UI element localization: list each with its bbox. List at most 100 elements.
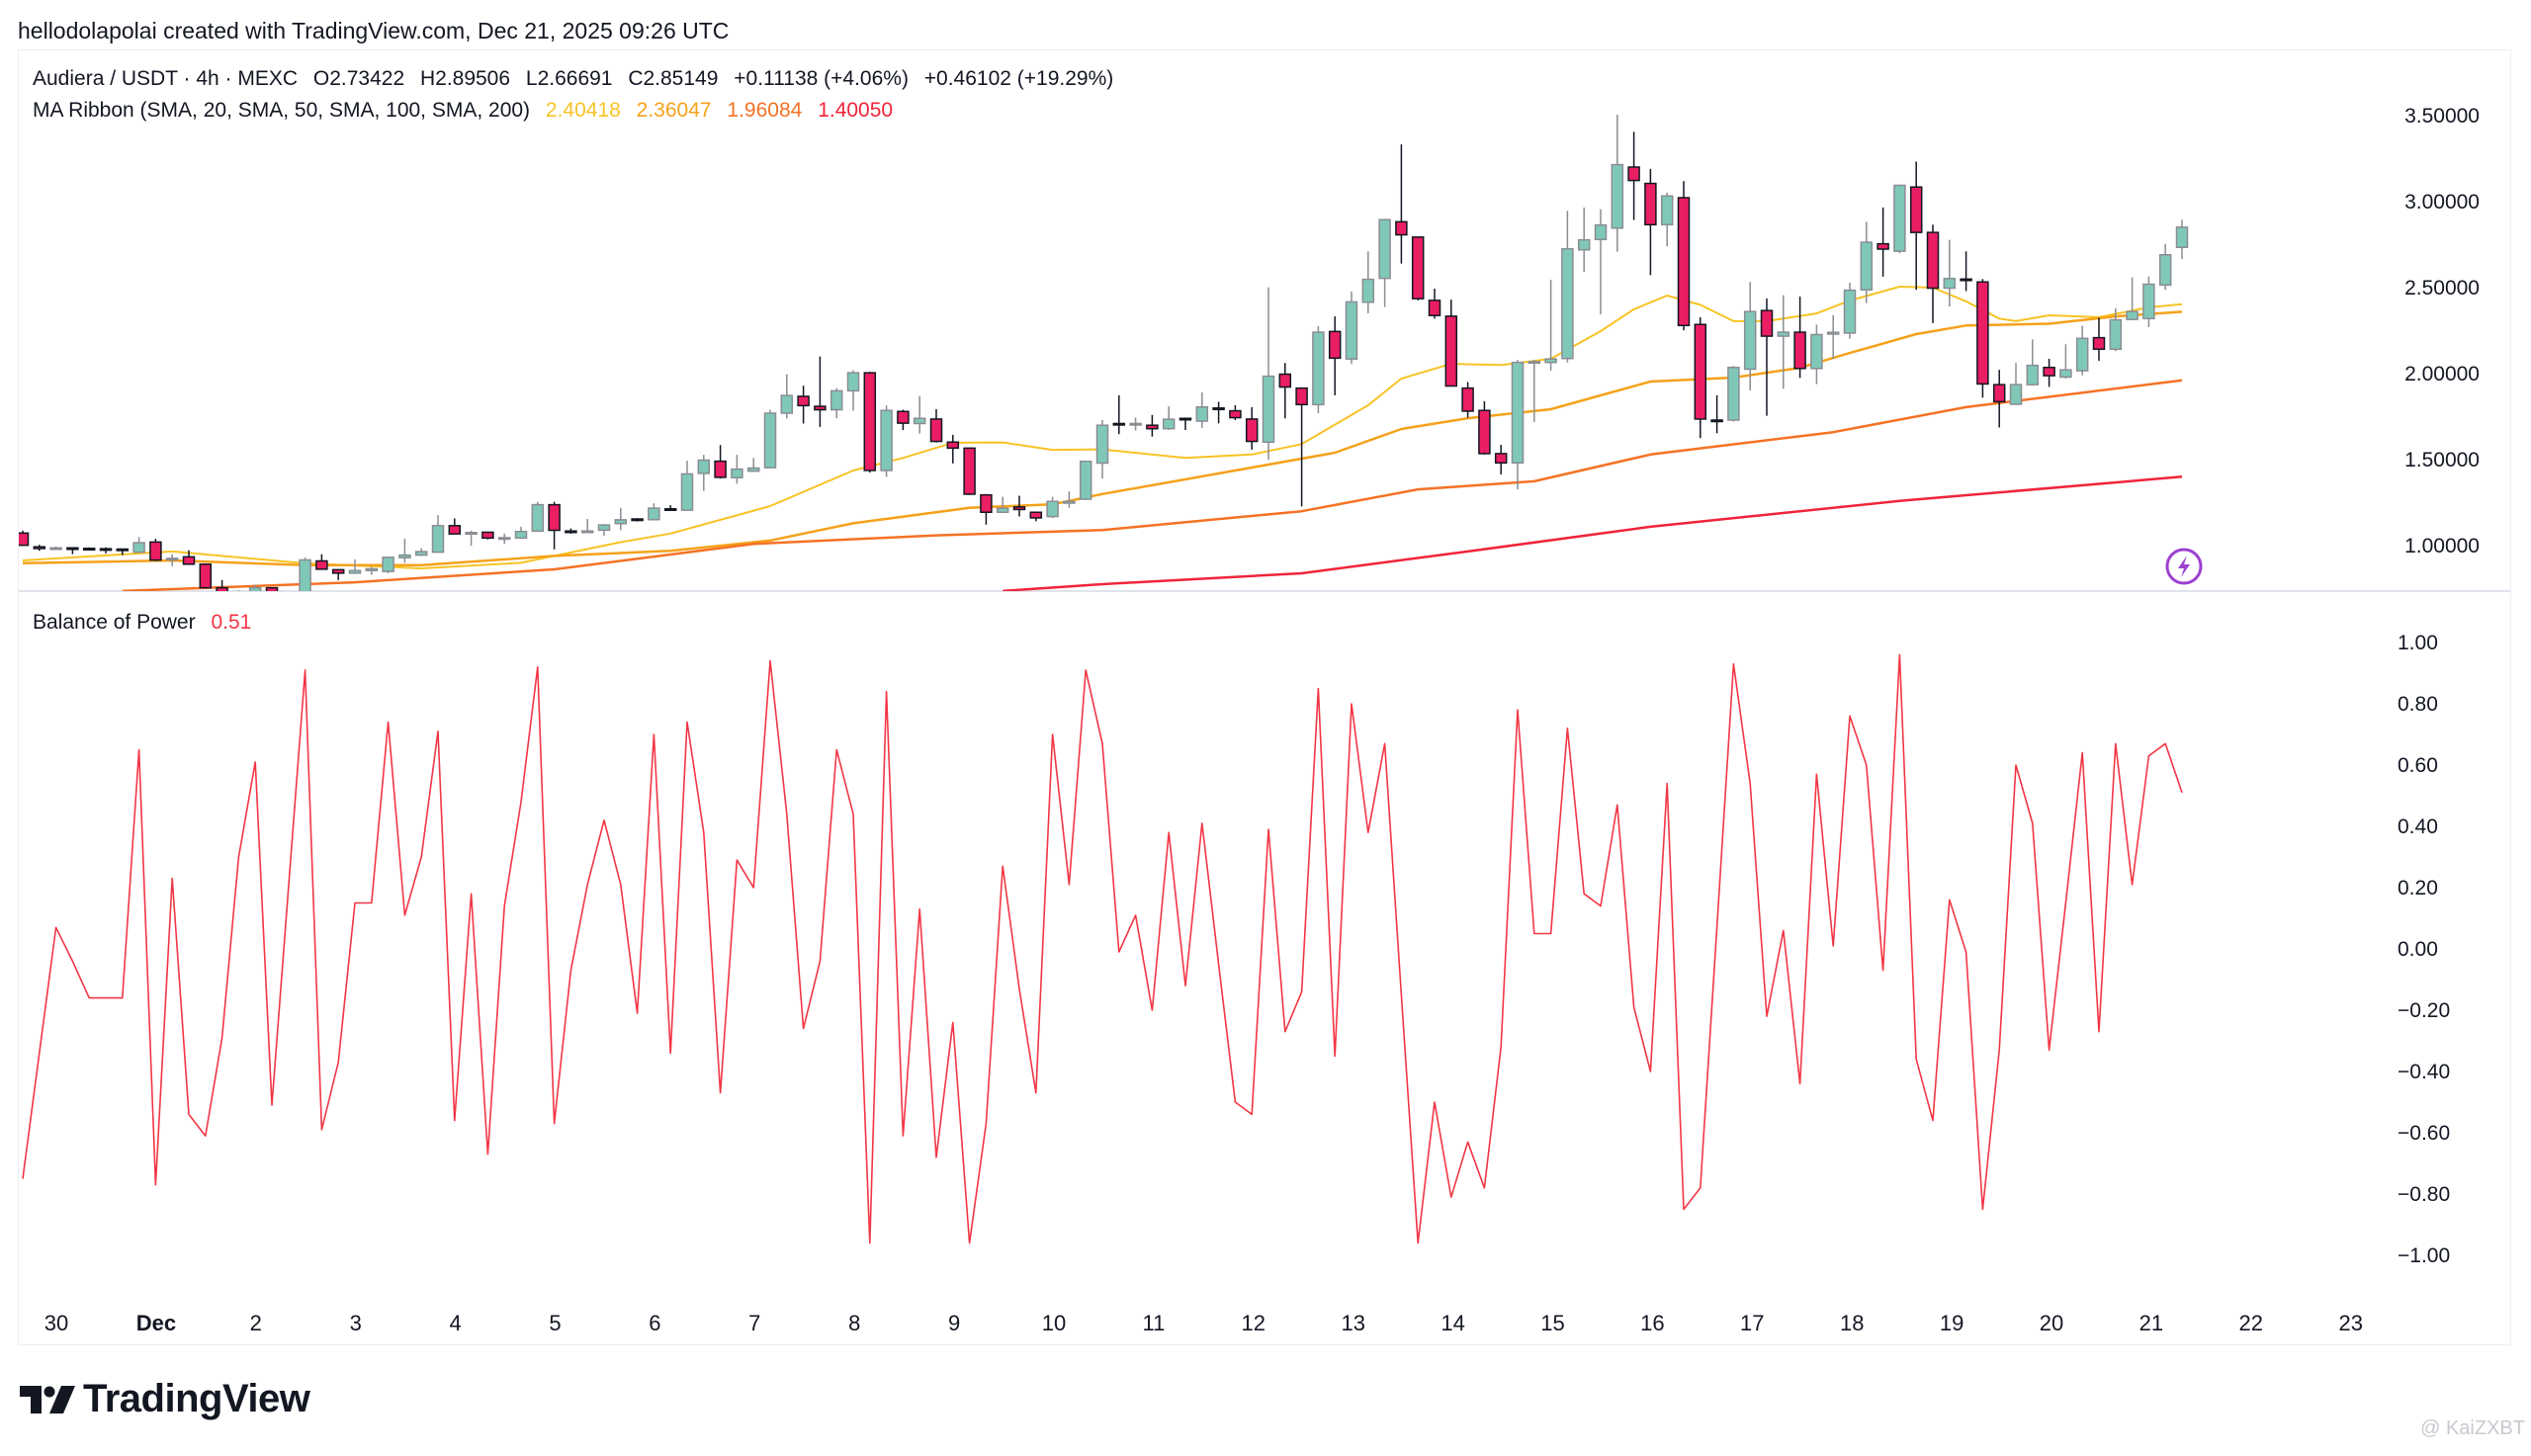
candle[interactable] bbox=[2059, 344, 2072, 380]
candle[interactable] bbox=[1561, 211, 1574, 363]
candle[interactable] bbox=[829, 387, 843, 419]
candle[interactable] bbox=[1611, 114, 1624, 252]
candle[interactable] bbox=[1893, 184, 1906, 254]
candle[interactable] bbox=[1710, 394, 1723, 434]
candle[interactable] bbox=[1777, 295, 1790, 389]
candle[interactable] bbox=[132, 537, 145, 554]
candle[interactable] bbox=[1444, 300, 1458, 387]
candle[interactable] bbox=[1527, 360, 1541, 423]
candle[interactable] bbox=[714, 445, 727, 479]
candle[interactable] bbox=[1012, 495, 1026, 517]
candle[interactable] bbox=[1461, 382, 1474, 418]
candle[interactable] bbox=[82, 547, 96, 552]
candle[interactable] bbox=[2043, 359, 2055, 387]
candle[interactable] bbox=[631, 518, 644, 522]
candle[interactable] bbox=[1178, 417, 1192, 431]
candle[interactable] bbox=[1278, 363, 1292, 419]
candle[interactable] bbox=[1660, 192, 1674, 247]
candle[interactable] bbox=[2158, 243, 2172, 291]
candle[interactable] bbox=[1909, 161, 1923, 291]
candle[interactable] bbox=[580, 519, 594, 534]
candle[interactable] bbox=[199, 563, 213, 589]
candle[interactable] bbox=[1478, 400, 1491, 455]
candle[interactable] bbox=[1328, 316, 1342, 395]
price-axis[interactable]: 3.50000 3.00000 2.50000 2.00000 1.50000 1.000… bbox=[2404, 105, 2480, 557]
candle[interactable] bbox=[1511, 360, 1525, 490]
bop-title[interactable]: Balance of Power bbox=[33, 611, 196, 634]
candle[interactable] bbox=[331, 568, 345, 580]
candle[interactable] bbox=[680, 461, 694, 511]
candle[interactable] bbox=[1345, 291, 1358, 365]
candle[interactable] bbox=[597, 524, 611, 536]
candle[interactable] bbox=[648, 503, 660, 521]
candle[interactable] bbox=[18, 530, 30, 547]
candle[interactable] bbox=[116, 548, 130, 556]
candle[interactable] bbox=[731, 455, 743, 484]
candle[interactable] bbox=[1743, 282, 1757, 391]
ma-line-sma100[interactable] bbox=[122, 379, 2183, 591]
candle[interactable] bbox=[763, 409, 777, 469]
candle[interactable] bbox=[846, 370, 860, 411]
candle[interactable] bbox=[2075, 325, 2089, 376]
candle[interactable] bbox=[1395, 144, 1408, 264]
candle[interactable] bbox=[1095, 419, 1109, 479]
candle[interactable] bbox=[1960, 251, 1972, 292]
candle[interactable] bbox=[1428, 289, 1441, 319]
candle[interactable] bbox=[1245, 406, 1259, 450]
candle[interactable] bbox=[431, 515, 445, 554]
candle[interactable] bbox=[2026, 339, 2040, 386]
candle[interactable] bbox=[1577, 207, 1591, 272]
candle[interactable] bbox=[1677, 181, 1691, 331]
candle[interactable] bbox=[1046, 496, 1059, 519]
candle[interactable] bbox=[929, 409, 943, 443]
candle[interactable] bbox=[614, 507, 628, 531]
candle[interactable] bbox=[315, 554, 328, 570]
candle[interactable] bbox=[746, 458, 760, 472]
candle[interactable] bbox=[66, 547, 79, 555]
candle[interactable] bbox=[1876, 207, 1889, 277]
candle[interactable] bbox=[1976, 279, 1989, 398]
candle[interactable] bbox=[863, 372, 877, 473]
candle[interactable] bbox=[1793, 297, 1806, 379]
ma-line-sma200[interactable] bbox=[1003, 475, 2183, 591]
candle[interactable] bbox=[481, 531, 494, 540]
candle[interactable] bbox=[382, 557, 394, 573]
candle[interactable] bbox=[1312, 325, 1325, 414]
lightning-icon[interactable] bbox=[2165, 548, 2203, 585]
candle[interactable] bbox=[548, 501, 561, 550]
candle[interactable] bbox=[398, 539, 411, 563]
candle[interactable] bbox=[797, 385, 810, 424]
candle[interactable] bbox=[1029, 511, 1043, 522]
candle[interactable] bbox=[299, 557, 311, 599]
candle[interactable] bbox=[149, 539, 162, 561]
candle[interactable] bbox=[49, 546, 62, 551]
ma-ribbon-title[interactable]: MA Ribbon (SMA, 20, SMA, 50, SMA, 100, S… bbox=[33, 99, 531, 122]
candle[interactable] bbox=[697, 455, 711, 491]
candle[interactable] bbox=[414, 548, 428, 557]
candle[interactable] bbox=[1079, 460, 1092, 500]
candle[interactable] bbox=[365, 566, 379, 575]
candle[interactable] bbox=[814, 356, 827, 427]
candle[interactable] bbox=[946, 434, 960, 464]
candle[interactable] bbox=[1494, 445, 1508, 474]
candle[interactable] bbox=[663, 505, 677, 512]
ma-line-sma50[interactable] bbox=[22, 310, 2183, 567]
candle[interactable] bbox=[1826, 314, 1840, 360]
candle[interactable] bbox=[1627, 131, 1640, 220]
candle[interactable] bbox=[897, 409, 910, 431]
candle[interactable] bbox=[1146, 414, 1159, 437]
candle[interactable] bbox=[1644, 168, 1657, 276]
candle[interactable] bbox=[348, 558, 362, 574]
candle[interactable] bbox=[33, 545, 46, 552]
candle[interactable] bbox=[1411, 236, 1425, 300]
candle[interactable] bbox=[448, 518, 462, 535]
candle[interactable] bbox=[1361, 251, 1375, 313]
bop-axis[interactable]: 1.00 0.80 0.60 0.40 0.20 0.00 −0.20 −0.40 −0.60 −… bbox=[2398, 632, 2450, 1267]
candle[interactable] bbox=[531, 501, 545, 533]
candle[interactable] bbox=[565, 528, 577, 534]
candle[interactable] bbox=[2126, 277, 2138, 321]
bop-line[interactable] bbox=[22, 653, 2183, 1244]
candle[interactable] bbox=[2175, 219, 2189, 259]
candle[interactable] bbox=[1843, 282, 1857, 339]
